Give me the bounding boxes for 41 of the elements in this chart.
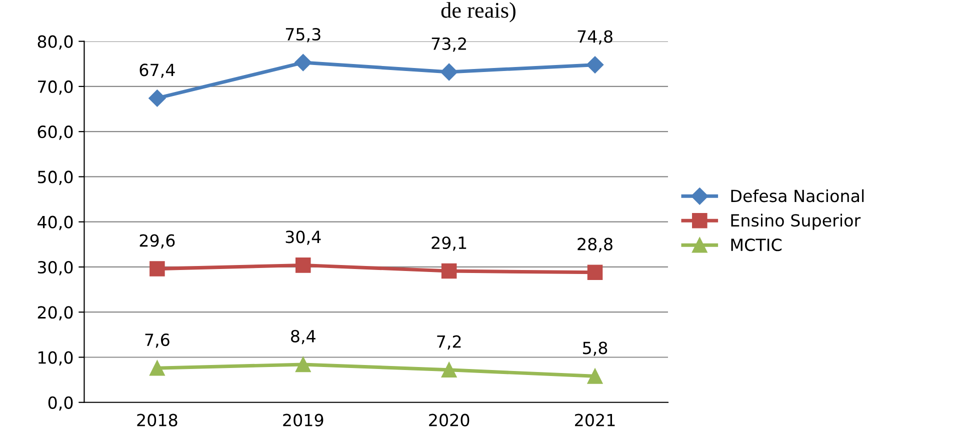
point: [586, 56, 604, 74]
point: [150, 360, 165, 376]
point: [295, 356, 311, 372]
legend-label: Defesa Nacional: [731, 189, 864, 202]
data-label: 67,4: [140, 64, 175, 78]
y-tick-label: 0,0: [48, 396, 73, 411]
point: [587, 368, 603, 384]
y-tick-label: 80,0: [38, 35, 73, 50]
chart-title: de reais): [441, 2, 516, 22]
y-tick-label: 60,0: [38, 126, 73, 140]
x-tick-label: 2019: [283, 414, 324, 426]
x-tick-label: 2018: [137, 414, 178, 426]
data-label: 7,6: [145, 333, 170, 348]
data-label: 74,8: [578, 30, 612, 45]
data-label: 73,2: [432, 37, 466, 52]
y-tick-label: 10,0: [38, 351, 73, 366]
data-label: 75,3: [286, 28, 320, 42]
data-label: 29,6: [140, 234, 175, 248]
point: [294, 54, 312, 72]
y-tick-label: 30,0: [38, 260, 73, 276]
point: [148, 90, 166, 107]
y-tick-label: 70,0: [38, 80, 73, 95]
data-label: 7,2: [437, 335, 461, 350]
point: [295, 258, 311, 273]
x-tick-label: 2021: [575, 414, 615, 426]
point: [587, 264, 603, 280]
point: [150, 261, 165, 276]
y-tick-label: 20,0: [38, 306, 73, 320]
data-label: 29,1: [432, 236, 466, 251]
point: [441, 362, 457, 378]
data-label: 30,4: [286, 230, 321, 245]
data-label: 5,8: [583, 342, 608, 356]
data-label: 8,4: [291, 330, 316, 344]
legend-label: MCTIC: [731, 238, 782, 252]
y-tick-label: 40,0: [38, 216, 73, 230]
legend-label: Ensino Superior: [731, 214, 861, 230]
point: [440, 63, 458, 81]
y-tick-label: 50,0: [38, 170, 73, 185]
x-tick-label: 2020: [429, 414, 470, 426]
data-label: 28,8: [578, 238, 612, 252]
point: [441, 263, 457, 279]
